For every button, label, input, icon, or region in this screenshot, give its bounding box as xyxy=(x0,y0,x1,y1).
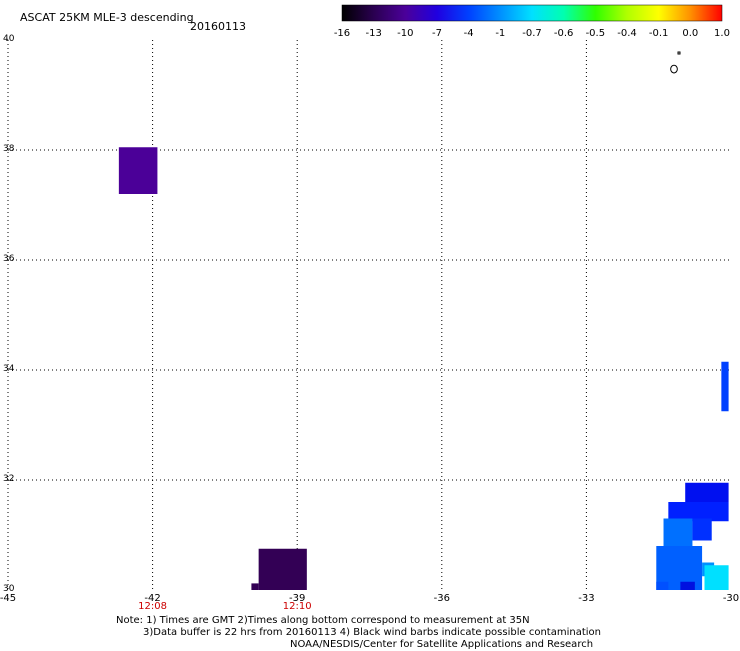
colorbar-tick-label: -13 xyxy=(365,28,381,39)
x-tick-label: -45 xyxy=(0,593,16,604)
time-label: 12:10 xyxy=(283,601,312,612)
x-tick-labels: -45 -42 -39 -36 -33 -30 xyxy=(0,593,739,604)
x-tick-label: -39 xyxy=(289,593,305,604)
y-tick-labels: 30 32 34 36 38 40 xyxy=(3,34,15,594)
colorbar-tick-label: 1.0 xyxy=(714,28,730,39)
colorbar-labels: -16 -13 -10 -7 -4 -1 -0.7 -0.6 -0.5 -0.4 -0.1 0.0 1.… xyxy=(334,28,730,39)
colorbar-tick-label: -10 xyxy=(397,28,413,39)
wind-data-cell xyxy=(721,361,729,412)
colorbar-tick-label: -7 xyxy=(432,28,442,39)
time-label: 12:08 xyxy=(138,601,167,612)
wind-data-cell xyxy=(685,482,729,502)
wind-data-cell xyxy=(668,502,729,522)
wind-data-cell xyxy=(704,565,729,590)
chart-title: ASCAT 25KM MLE-3 descending xyxy=(20,11,194,24)
note-line-3: NOAA/NESDIS/Center for Satellite Applica… xyxy=(290,639,594,650)
colorbar-tick-label: -0.6 xyxy=(554,28,574,39)
y-tick-label: 30 xyxy=(3,584,15,594)
gridlines xyxy=(7,40,731,590)
wind-data-cell xyxy=(663,518,693,546)
x-tick-label: -36 xyxy=(434,593,450,604)
y-tick-label: 34 xyxy=(3,364,15,374)
note-line-1: Note: 1) Times are GMT 2)Times along bot… xyxy=(116,615,530,626)
colorbar-tick-label: -1 xyxy=(495,28,505,39)
y-tick-label: 32 xyxy=(3,474,14,484)
wind-data-cell xyxy=(656,581,669,590)
y-tick-label: 40 xyxy=(3,34,15,44)
colorbar-tick-label: -0.4 xyxy=(617,28,637,39)
colorbar-tick-label: 0.0 xyxy=(682,28,698,39)
time-labels: 12:08 12:10 xyxy=(138,601,311,612)
colorbar-tick-label: -0.1 xyxy=(649,28,669,39)
x-tick-label: -30 xyxy=(723,593,739,604)
colorbar-tick-label: -0.5 xyxy=(586,28,606,39)
wind-data-cell xyxy=(118,147,158,194)
island-outline xyxy=(670,51,681,74)
wind-data-cell xyxy=(692,518,712,541)
x-tick-label: -42 xyxy=(144,593,160,604)
wind-data-cell xyxy=(680,581,695,590)
y-tick-label: 36 xyxy=(3,254,15,264)
y-tick-label: 38 xyxy=(3,144,15,154)
date-label: 20160113 xyxy=(190,20,246,33)
wind-data-cell xyxy=(258,548,307,590)
colorbar-tick-label: -0.7 xyxy=(522,28,542,39)
colorbar-tick-label: -16 xyxy=(334,28,350,39)
wind-data-cell xyxy=(251,583,259,590)
data-cells xyxy=(118,147,729,590)
colorbar-tick-label: -4 xyxy=(464,28,474,39)
colorbar-gradient xyxy=(341,4,723,22)
x-tick-label: -33 xyxy=(578,593,594,604)
note-line-2: 3)Data buffer is 22 hrs from 20160113 4)… xyxy=(143,627,601,638)
colorbar xyxy=(341,4,723,22)
